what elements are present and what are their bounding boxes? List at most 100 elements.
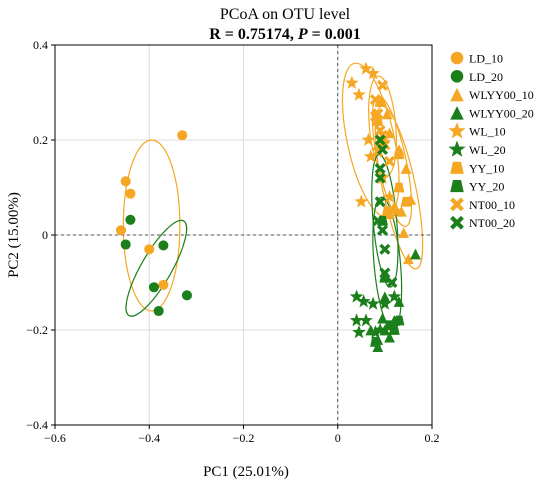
legend-label: YY_20 bbox=[469, 180, 504, 194]
point-yy-10 bbox=[393, 182, 405, 193]
point-wl-20 bbox=[356, 294, 371, 308]
point-ld-10 bbox=[120, 176, 131, 187]
point-wl-10 bbox=[363, 149, 378, 163]
legend-item-yy-10: YY_10 bbox=[450, 161, 504, 175]
x-tick-label: 0.2 bbox=[425, 431, 440, 445]
point-ld-20 bbox=[125, 214, 136, 225]
point-wlyy00-10 bbox=[400, 163, 412, 174]
point-wlyy00-20 bbox=[393, 296, 405, 307]
point-nt00-20 bbox=[379, 267, 391, 279]
y-tick-label: 0.4 bbox=[33, 38, 48, 52]
x-tick-label: 0 bbox=[335, 431, 341, 445]
point-nt00-10 bbox=[384, 155, 396, 167]
x-tick-label: −0.6 bbox=[44, 431, 66, 445]
point-ld-10 bbox=[144, 244, 155, 255]
legend-marker-yy-10 bbox=[450, 161, 464, 174]
point-ld-10 bbox=[158, 279, 169, 290]
ellipse-nt00-10 bbox=[368, 75, 397, 177]
point-wl-20 bbox=[366, 296, 380, 310]
point-wlyy00-10 bbox=[398, 227, 410, 239]
point-ld-20 bbox=[153, 305, 164, 317]
legend-marker-nt00-20 bbox=[450, 215, 464, 230]
legend-marker-ld-20 bbox=[450, 70, 464, 83]
point-wl-20 bbox=[349, 289, 364, 303]
point-nt00-20 bbox=[377, 143, 389, 156]
point-nt00-20 bbox=[374, 172, 386, 184]
point-yy-10 bbox=[400, 196, 412, 207]
point-ld-20 bbox=[120, 239, 131, 250]
x-axis-label: PC1 (25.01%) bbox=[203, 464, 289, 480]
point-nt00-20 bbox=[374, 134, 386, 146]
legend-marker-yy-20 bbox=[450, 180, 464, 193]
point-wl-20 bbox=[368, 325, 383, 339]
chart-subtitle: R = 0.75174, P = 0.001 bbox=[209, 26, 361, 43]
zero-lines bbox=[55, 45, 432, 425]
point-wlyy00-10 bbox=[381, 108, 393, 120]
chart-title: PCoA on OTU level bbox=[220, 6, 351, 23]
legend-marker-wl-20 bbox=[448, 140, 466, 157]
point-wl-20 bbox=[359, 313, 373, 327]
legend-label: WL_10 bbox=[469, 125, 506, 139]
legend-item-nt00-20: NT00_20 bbox=[450, 215, 515, 230]
x-tick-label: −0.4 bbox=[138, 431, 160, 445]
y-tick-label: 0 bbox=[42, 228, 48, 242]
axis-ticks: −0.6 −0.4 −0.2 0 0.2−0.4−0.200.20.4 bbox=[26, 38, 439, 445]
point-wl-20 bbox=[373, 322, 388, 336]
point-ld-10 bbox=[177, 130, 188, 141]
legend-marker-wlyy00-10 bbox=[450, 87, 464, 102]
point-nt00-20 bbox=[374, 162, 386, 175]
point-nt00-20 bbox=[374, 196, 386, 208]
point-yy-10 bbox=[381, 206, 393, 217]
legend-label: LD_20 bbox=[469, 70, 503, 84]
y-axis-label: PC2 (15.00%) bbox=[6, 192, 22, 278]
y-tick-label: −0.2 bbox=[26, 323, 48, 337]
legend-label: WL_20 bbox=[469, 143, 506, 157]
legend-marker-wl-10 bbox=[448, 122, 466, 139]
data-points bbox=[115, 61, 421, 353]
point-ld-10 bbox=[125, 188, 136, 199]
point-wl-10 bbox=[345, 75, 359, 89]
legend-label: YY_10 bbox=[469, 161, 504, 175]
point-yy-20 bbox=[370, 337, 381, 347]
point-nt00-20 bbox=[377, 224, 389, 236]
point-yy-20 bbox=[393, 315, 405, 326]
x-tick-label: −0.2 bbox=[233, 431, 255, 445]
legend-item-wlyy00-10: WLYY00_10 bbox=[450, 87, 534, 102]
subtitle-part: P bbox=[297, 26, 308, 43]
point-yy-20 bbox=[388, 325, 400, 335]
point-wl-10 bbox=[389, 204, 404, 218]
legend-label: WLYY00_10 bbox=[469, 88, 534, 102]
legend-item-ld-20: LD_20 bbox=[450, 70, 503, 84]
legend-label: WLYY00_20 bbox=[469, 106, 534, 120]
ellipse-ld-20 bbox=[125, 219, 188, 317]
legend-item-yy-20: YY_20 bbox=[450, 180, 504, 194]
subtitle-part: = 0.001 bbox=[308, 26, 361, 43]
point-wl-10 bbox=[354, 194, 369, 208]
legend-item-wlyy00-20: WLYY00_20 bbox=[450, 106, 534, 120]
point-nt00-10 bbox=[369, 94, 381, 106]
point-wl-10 bbox=[352, 87, 366, 101]
point-wl-10 bbox=[361, 132, 376, 146]
point-wlyy00-10 bbox=[384, 127, 395, 139]
legend-item-nt00-10: NT00_10 bbox=[450, 197, 515, 212]
point-nt00-10 bbox=[377, 79, 389, 91]
point-wlyy00-10 bbox=[403, 253, 414, 265]
point-wl-20 bbox=[387, 289, 402, 303]
point-wlyy00-20 bbox=[384, 331, 395, 343]
legend-marker-ld-10 bbox=[450, 51, 464, 65]
legend-item-wl-20: WL_20 bbox=[448, 140, 506, 157]
point-ld-20 bbox=[158, 240, 169, 251]
point-wl-20 bbox=[352, 325, 366, 339]
point-yy-10 bbox=[393, 149, 405, 160]
legend: LD_10 LD_20 WLYY00_10 WLYY00_20 WL_10 WL_20 YY… bbox=[448, 51, 534, 230]
y-tick-label: 0.2 bbox=[33, 133, 48, 147]
point-wlyy00-20 bbox=[410, 248, 421, 260]
legend-label: NT00_10 bbox=[469, 198, 515, 212]
point-nt00-20 bbox=[386, 276, 398, 289]
legend-item-wl-10: WL_10 bbox=[448, 122, 506, 139]
point-ld-20 bbox=[148, 282, 160, 293]
point-wl-20 bbox=[349, 313, 364, 327]
point-wl-10 bbox=[366, 66, 380, 80]
